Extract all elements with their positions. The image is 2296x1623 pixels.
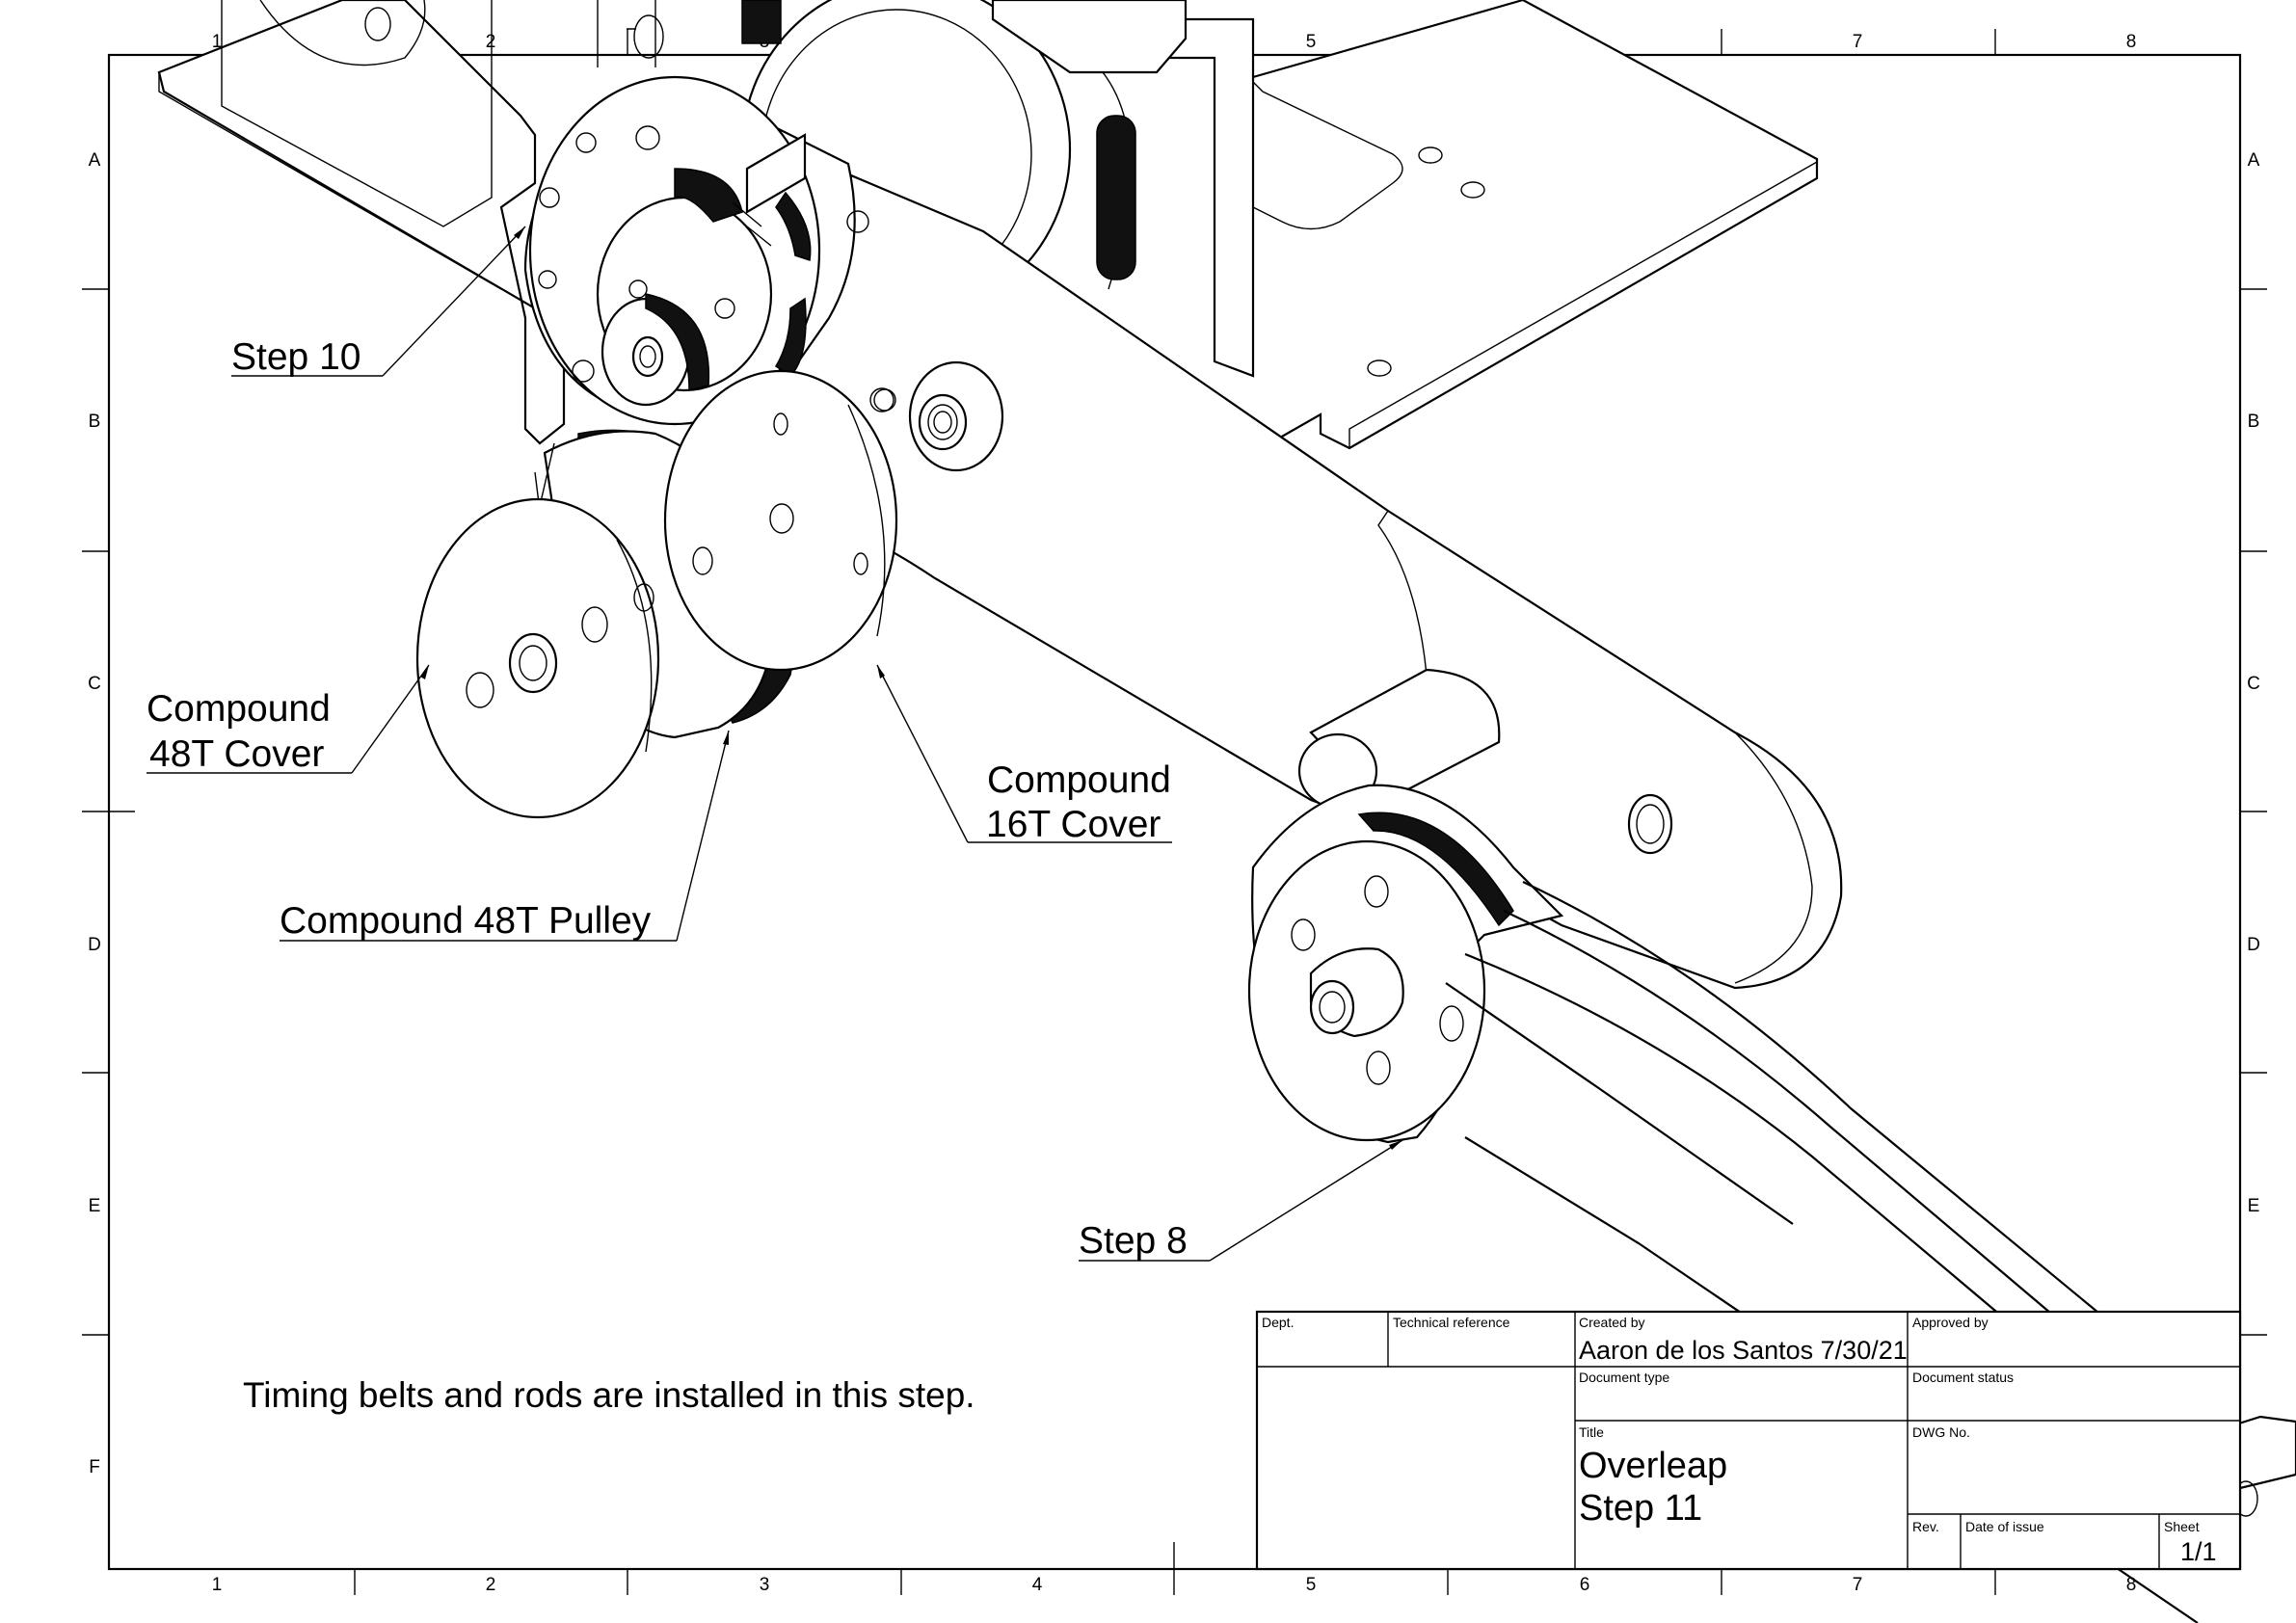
sheet-value: 1/1 — [2180, 1537, 2217, 1566]
title-label: Title — [1579, 1424, 1604, 1440]
grid-row-e: E — [89, 1196, 101, 1216]
callout-step8-label: Step 8 — [1079, 1220, 1188, 1262]
grid-row-b-right: B — [2248, 412, 2260, 432]
grid-col-2-bottom: 2 — [486, 1575, 496, 1595]
grid-row-c: C — [88, 674, 101, 694]
callout-cover48-line2: 48T Cover — [149, 733, 324, 775]
grid-row-a: A — [89, 150, 101, 171]
grid-row-labels-left: A B C D E F — [88, 150, 101, 1477]
callout-cover48-line1: Compound — [147, 688, 331, 730]
grid-col-8: 8 — [2126, 32, 2137, 52]
callout-cover16-line2: 16T Cover — [986, 804, 1161, 845]
grid-row-f: F — [89, 1457, 100, 1477]
date-of-issue-label: Date of issue — [1965, 1519, 2044, 1534]
grid-col-4-bottom: 4 — [1032, 1575, 1043, 1595]
assembly-illustration — [157, 0, 1843, 990]
grid-col-2: 2 — [486, 32, 496, 52]
main-arm — [586, 123, 1843, 990]
callout-cover16-line1: Compound — [987, 759, 1171, 801]
created-by-label: Created by — [1579, 1315, 1644, 1330]
step8-pulley-assembly — [1247, 784, 2296, 1623]
title-block: Dept. Technical reference Created by Aar… — [1255, 1310, 2242, 1571]
base-plate — [1252, 0, 1819, 454]
compound-16t-cover — [633, 369, 898, 672]
grid-col-7-bottom: 7 — [1853, 1575, 1863, 1595]
callout-compound-48t-cover: Compound 48T Cover — [147, 664, 430, 775]
sheet-label: Sheet — [2164, 1519, 2200, 1534]
grid-col-6-bottom: 6 — [1580, 1575, 1590, 1595]
grid-col-7: 7 — [1853, 32, 1863, 52]
callout-pulley48-label: Compound 48T Pulley — [280, 900, 652, 942]
grid-col-3-bottom: 3 — [760, 1575, 770, 1595]
approved-by-label: Approved by — [1912, 1315, 1989, 1330]
callout-step8: Step 8 — [1079, 1139, 1403, 1262]
doc-status-label: Document status — [1912, 1370, 2014, 1385]
grid-row-b: B — [89, 412, 101, 432]
callout-compound-48t-pulley: Compound 48T Pulley — [280, 730, 730, 942]
installation-note: Timing belts and rods are installed in t… — [243, 1375, 975, 1415]
grid-col-5-bottom: 5 — [1306, 1575, 1317, 1595]
rev-label: Rev. — [1912, 1519, 1939, 1534]
grid-row-e-right: E — [2248, 1196, 2260, 1216]
callout-step10: Step 10 — [231, 226, 526, 378]
dwg-no-label: DWG No. — [1912, 1424, 1970, 1440]
callout-compound-16t-cover: Compound 16T Cover — [876, 664, 1172, 845]
title-line2: Step 11 — [1579, 1488, 1702, 1529]
dept-label: Dept. — [1262, 1315, 1294, 1330]
title-line1: Overleap — [1579, 1446, 1727, 1486]
grid-col-1: 1 — [212, 32, 223, 52]
grid-col-8-bottom: 8 — [2126, 1575, 2137, 1595]
doc-type-label: Document type — [1579, 1370, 1669, 1385]
left-bracket — [157, 0, 566, 445]
grid-row-d-right: D — [2247, 935, 2260, 955]
compound-48t-cover — [415, 497, 660, 819]
grid-row-c-right: C — [2247, 674, 2260, 694]
grid-col-1-bottom: 1 — [212, 1575, 223, 1595]
grid-column-labels-bottom: 1 2 3 4 5 6 7 8 — [212, 1575, 2137, 1595]
grid-row-d: D — [88, 935, 101, 955]
grid-row-a-right: A — [2248, 150, 2260, 171]
created-by-value: Aaron de los Santos 7/30/21 — [1579, 1336, 1908, 1365]
grid-col-5: 5 — [1306, 32, 1317, 52]
tech-ref-label: Technical reference — [1393, 1315, 1510, 1330]
grid-row-labels-right: A B C D E F — [2247, 150, 2260, 1477]
callout-step10-label: Step 10 — [231, 336, 360, 378]
